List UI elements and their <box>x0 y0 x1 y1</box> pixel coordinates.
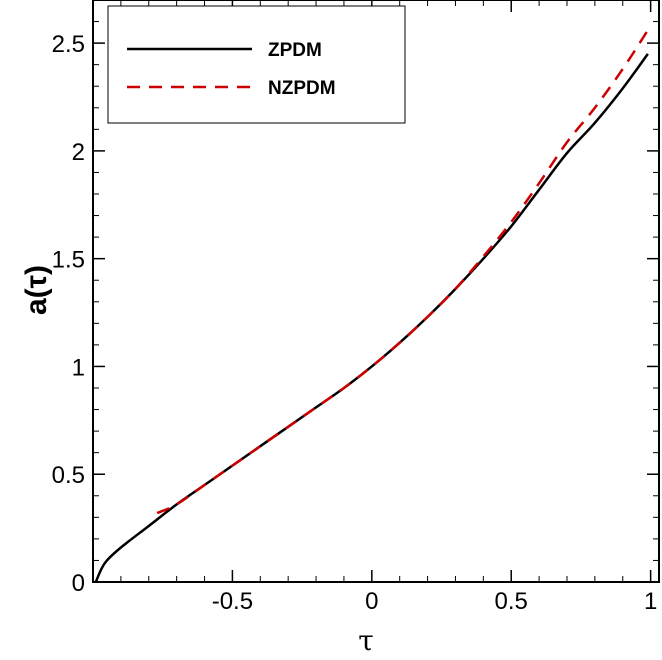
x-tick-label: 0 <box>365 588 378 615</box>
y-axis-title: a(τ) <box>20 265 53 315</box>
x-axis-title: τ <box>358 624 374 657</box>
legend-box <box>107 5 406 124</box>
y-tick-label: 0.5 <box>52 462 85 489</box>
y-tick-label: 1.5 <box>52 247 85 274</box>
y-tick-label: 2 <box>72 139 85 166</box>
minor-ticks <box>93 0 659 582</box>
plot-frame <box>92 0 660 583</box>
y-tick-label: 0 <box>72 570 85 597</box>
y-tick-label: 2.5 <box>52 31 85 58</box>
legend-label-nzpdm: NZPDM <box>268 78 336 99</box>
legend: ZPDM NZPDM <box>107 5 406 124</box>
legend-label-zpdm: ZPDM <box>268 40 322 61</box>
x-tick-label: 0.5 <box>495 588 528 615</box>
x-tick-label: -0.5 <box>212 588 253 615</box>
tick-labels: -0.5 0 0.5 1 0 0.5 1 1.5 2 2.5 <box>52 31 658 615</box>
x-tick-label: 1 <box>644 588 657 615</box>
series-lines <box>94 29 649 583</box>
y-tick-label: 1 <box>72 354 85 381</box>
series-line-nzpdm <box>156 29 649 515</box>
